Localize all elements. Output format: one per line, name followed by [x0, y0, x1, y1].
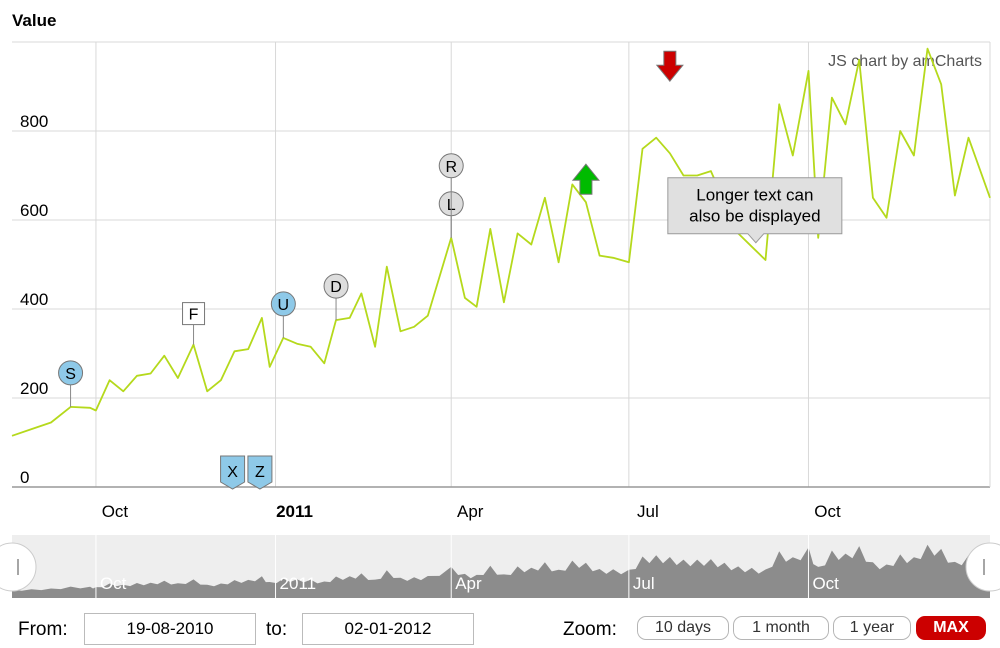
svg-text:X: X — [227, 464, 238, 481]
grid-lines — [12, 41, 991, 488]
y-tick-label: 200 — [20, 379, 48, 398]
svg-text:U: U — [278, 297, 290, 314]
x-tick-label: Apr — [457, 502, 484, 521]
balloon-tooltip: Longer text can also be displayed — [667, 177, 843, 244]
scrollbar-label: 2011 — [280, 574, 317, 593]
event-marker-U: U — [270, 291, 296, 338]
y-axis-title: Value — [12, 11, 56, 30]
event-marker-R: R — [438, 153, 464, 238]
from-date-input[interactable] — [84, 613, 256, 645]
y-tick-label: 800 — [20, 112, 48, 131]
from-label: From: — [18, 619, 68, 640]
scrollbar-left-handle[interactable] — [0, 542, 37, 592]
balloon-text: also be displayed — [689, 207, 820, 226]
zoom-10-days-button[interactable]: 10 days — [637, 616, 729, 640]
scrollbar-right-handle[interactable] — [965, 542, 1000, 592]
scrollbar[interactable]: Oct 2011 Apr Jul Oct — [0, 535, 1000, 598]
scrollbar-label: Jul — [633, 574, 655, 593]
event-marker-F: F — [182, 302, 206, 345]
zoom-1-month-button[interactable]: 1 month — [733, 616, 829, 640]
x-tick-label: 2011 — [276, 502, 313, 521]
zoom-1-year-button[interactable]: 1 year — [833, 616, 911, 640]
svg-text:Z: Z — [255, 464, 265, 481]
y-tick-label: 400 — [20, 290, 48, 309]
x-tick-label: Oct — [814, 502, 841, 521]
to-date-input[interactable] — [302, 613, 474, 645]
stock-chart: Value 0 200 400 600 800 Oct 2011 Apr Jul Oct JS … — [0, 11, 1000, 598]
balloon-text: Longer text can — [696, 186, 813, 205]
svg-text:F: F — [189, 307, 199, 324]
to-label: to: — [266, 619, 288, 640]
x-axis-ticks: Oct 2011 Apr Jul Oct — [102, 502, 841, 521]
x-tick-label: Oct — [102, 502, 129, 521]
series-line — [11, 47, 991, 437]
scrollbar-label: Oct — [812, 574, 839, 593]
svg-text:R: R — [445, 159, 457, 176]
x-tick-label: Jul — [637, 502, 659, 521]
value-series — [11, 47, 991, 437]
svg-text:S: S — [65, 366, 76, 383]
event-marker-Z: Z — [247, 455, 273, 490]
y-tick-label: 0 — [20, 468, 29, 487]
credit-label: JS chart by amCharts — [828, 53, 982, 70]
y-tick-label: 600 — [20, 201, 48, 220]
event-marker-D: D — [323, 273, 349, 321]
event-marker-arrow-up — [571, 163, 600, 195]
event-marker-arrow-down — [655, 50, 684, 83]
zoom-max-button[interactable]: MAX — [916, 616, 986, 640]
y-axis-ticks: 0 200 400 600 800 — [20, 112, 48, 487]
svg-text:D: D — [330, 279, 342, 296]
scrollbar-label: Oct — [100, 574, 127, 593]
balloon-box — [667, 177, 843, 244]
scrollbar-label: Apr — [455, 574, 482, 593]
event-marker-S: S — [58, 360, 84, 407]
zoom-label: Zoom: — [563, 619, 617, 640]
period-selector: From: to: Zoom: 10 days 1 month 1 year M… — [0, 608, 1000, 648]
scrollbar-area — [12, 544, 990, 598]
event-marker-X: X — [220, 455, 246, 490]
